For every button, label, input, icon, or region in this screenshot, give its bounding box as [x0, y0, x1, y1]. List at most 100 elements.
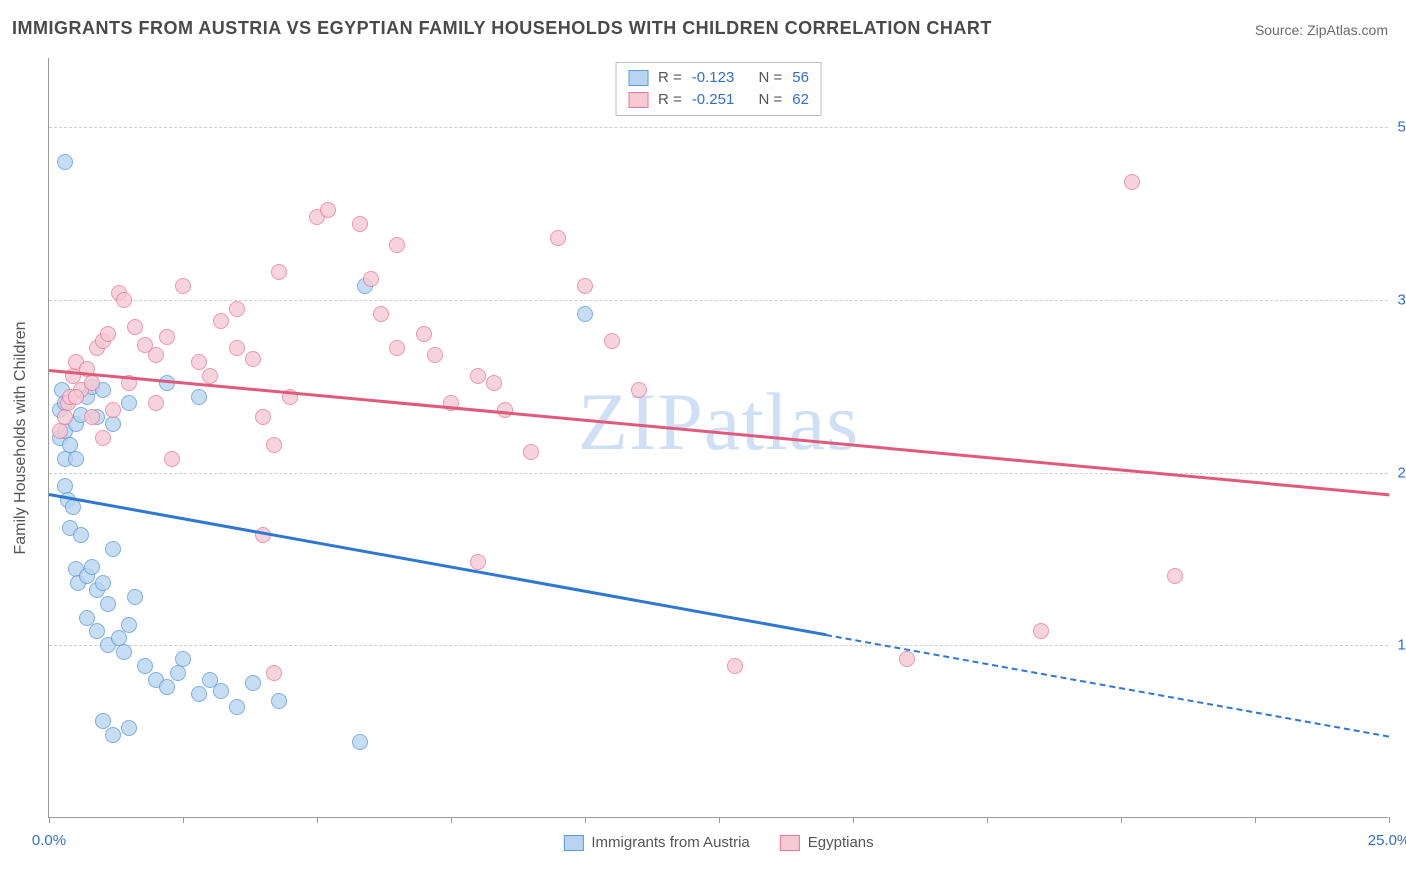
data-point-austria — [271, 693, 287, 709]
data-point-egyptians — [604, 333, 620, 349]
x-tick — [853, 817, 854, 823]
data-point-egyptians — [148, 395, 164, 411]
x-tick — [1121, 817, 1122, 823]
x-tick — [451, 817, 452, 823]
data-point-austria — [105, 541, 121, 557]
data-point-austria — [213, 683, 229, 699]
data-point-egyptians — [266, 437, 282, 453]
trendline — [49, 369, 1389, 496]
data-point-egyptians — [1124, 174, 1140, 190]
data-point-austria — [121, 720, 137, 736]
trendline-extrapolated — [826, 634, 1389, 738]
data-point-egyptians — [1033, 623, 1049, 639]
data-point-egyptians — [164, 451, 180, 467]
gridline — [49, 300, 1388, 301]
source-prefix: Source: — [1255, 22, 1307, 38]
x-tick-label: 0.0% — [32, 832, 66, 849]
data-point-egyptians — [352, 216, 368, 232]
data-point-austria — [95, 713, 111, 729]
n-value-austria: 56 — [792, 67, 809, 89]
data-point-egyptians — [427, 347, 443, 363]
y-tick-label: 37.5% — [1390, 291, 1406, 308]
data-point-egyptians — [245, 351, 261, 367]
x-tick — [719, 817, 720, 823]
chart-container: IMMIGRANTS FROM AUSTRIA VS EGYPTIAN FAMI… — [0, 0, 1406, 892]
data-point-egyptians — [95, 430, 111, 446]
data-point-egyptians — [486, 375, 502, 391]
data-point-egyptians — [363, 271, 379, 287]
data-point-egyptians — [416, 326, 432, 342]
data-point-austria — [73, 527, 89, 543]
data-point-egyptians — [229, 340, 245, 356]
data-point-austria — [577, 306, 593, 322]
x-tick — [585, 817, 586, 823]
legend-row-egyptians: R = -0.251 N = 62 — [628, 89, 809, 111]
y-axis-title: Family Households with Children — [12, 321, 30, 554]
data-point-egyptians — [175, 278, 191, 294]
data-point-austria — [245, 675, 261, 691]
data-point-austria — [191, 389, 207, 405]
data-point-egyptians — [191, 354, 207, 370]
y-tick-label: 50.0% — [1390, 119, 1406, 136]
data-point-egyptians — [271, 264, 287, 280]
data-point-austria — [137, 658, 153, 674]
legend-item-austria: Immigrants from Austria — [563, 834, 749, 851]
data-point-austria — [95, 575, 111, 591]
data-point-egyptians — [631, 382, 647, 398]
legend-item-egyptians: Egyptians — [780, 834, 874, 851]
x-tick — [1255, 817, 1256, 823]
data-point-austria — [352, 734, 368, 750]
data-point-austria — [191, 686, 207, 702]
r-value-egyptians: -0.251 — [692, 89, 735, 111]
data-point-egyptians — [159, 329, 175, 345]
data-point-austria — [68, 451, 84, 467]
source-name: ZipAtlas.com — [1307, 22, 1388, 38]
x-tick — [317, 817, 318, 823]
data-point-austria — [57, 154, 73, 170]
data-point-austria — [100, 596, 116, 612]
data-point-egyptians — [127, 319, 143, 335]
trendline — [49, 493, 827, 636]
x-tick — [183, 817, 184, 823]
legend-label-austria: Immigrants from Austria — [591, 834, 749, 851]
data-point-austria — [159, 679, 175, 695]
data-point-austria — [127, 589, 143, 605]
data-point-egyptians — [52, 423, 68, 439]
data-point-egyptians — [550, 230, 566, 246]
gridline — [49, 127, 1388, 128]
data-point-egyptians — [727, 658, 743, 674]
data-point-egyptians — [266, 665, 282, 681]
data-point-egyptians — [320, 202, 336, 218]
swatch-egyptians — [780, 835, 800, 851]
gridline — [49, 645, 1388, 646]
source-attribution: Source: ZipAtlas.com — [1255, 22, 1388, 38]
data-point-austria — [89, 623, 105, 639]
x-tick-label: 25.0% — [1368, 832, 1406, 849]
r-value-austria: -0.123 — [692, 67, 735, 89]
legend-label-egyptians: Egyptians — [808, 834, 874, 851]
data-point-egyptians — [68, 389, 84, 405]
data-point-egyptians — [84, 409, 100, 425]
x-tick — [49, 817, 50, 823]
swatch-austria — [563, 835, 583, 851]
data-point-austria — [229, 699, 245, 715]
gridline — [49, 473, 1388, 474]
n-label: N = — [759, 67, 783, 89]
data-point-austria — [79, 610, 95, 626]
data-point-egyptians — [470, 554, 486, 570]
n-value-egyptians: 62 — [792, 89, 809, 111]
swatch-austria — [628, 70, 648, 86]
x-tick — [1389, 817, 1390, 823]
data-point-austria — [121, 395, 137, 411]
swatch-egyptians — [628, 92, 648, 108]
data-point-egyptians — [255, 409, 271, 425]
data-point-austria — [105, 727, 121, 743]
series-legend: Immigrants from Austria Egyptians — [563, 834, 873, 851]
data-point-egyptians — [84, 375, 100, 391]
data-point-egyptians — [105, 402, 121, 418]
x-tick — [987, 817, 988, 823]
data-point-austria — [121, 617, 137, 633]
data-point-egyptians — [470, 368, 486, 384]
data-point-egyptians — [202, 368, 218, 384]
data-point-egyptians — [100, 326, 116, 342]
